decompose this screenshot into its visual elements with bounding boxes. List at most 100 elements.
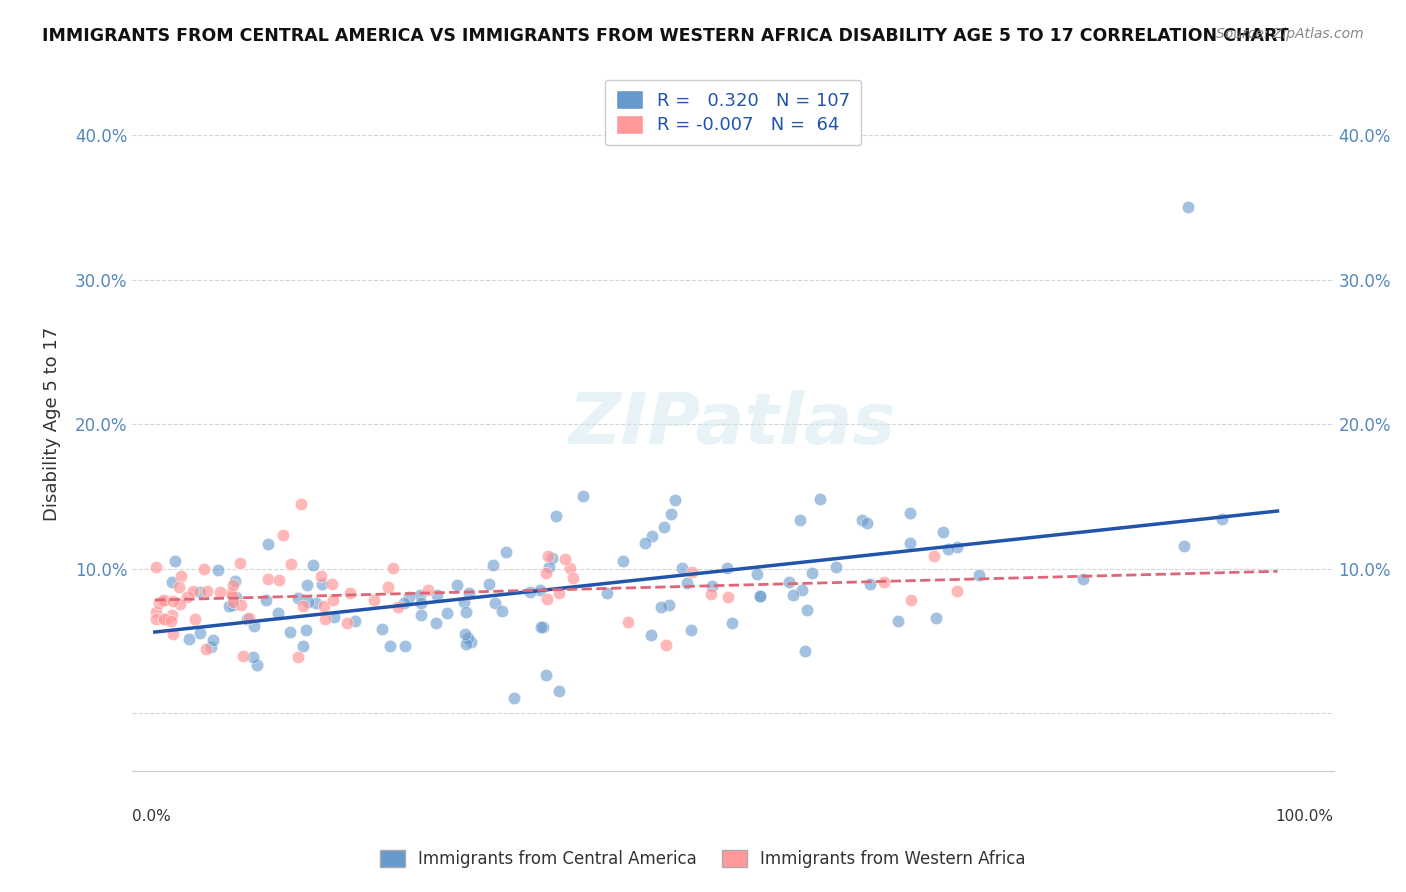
Point [378, 639, 401, 653]
Point [482, 558, 505, 572]
Point [222, 595, 245, 609]
Point [377, 580, 399, 594]
Y-axis label: Disability Age 5 to 17: Disability Age 5 to 17 [44, 327, 60, 521]
Point [537, 549, 560, 563]
Point [292, 639, 315, 653]
Point [411, 596, 433, 610]
Point [312, 599, 335, 613]
Point [297, 595, 319, 609]
Point [457, 631, 479, 645]
Point [716, 590, 738, 604]
Point [495, 545, 517, 559]
Point [558, 561, 581, 575]
Point [749, 589, 772, 603]
Point [225, 591, 247, 605]
Point [145, 605, 167, 619]
Point [193, 562, 215, 576]
Point [246, 657, 269, 672]
Point [634, 536, 657, 550]
Point [218, 599, 240, 613]
Point [800, 566, 823, 581]
Point [922, 549, 945, 563]
Point [855, 516, 877, 530]
Point [640, 528, 662, 542]
Point [394, 640, 416, 654]
Point [363, 592, 385, 607]
Point [745, 566, 768, 581]
Point [534, 566, 557, 580]
Point [446, 578, 468, 592]
Point [208, 585, 231, 599]
Point [792, 583, 814, 598]
Point [491, 604, 513, 618]
Point [176, 591, 198, 605]
Point [612, 554, 634, 568]
Point [322, 593, 344, 607]
Point [457, 586, 479, 600]
Point [872, 575, 894, 590]
Point [302, 558, 325, 573]
Point [280, 624, 302, 639]
Point [267, 607, 290, 621]
Point [409, 588, 432, 602]
Point [825, 560, 848, 574]
Point [1071, 573, 1094, 587]
Point [287, 591, 309, 606]
Point [336, 615, 359, 630]
Point [183, 612, 205, 626]
Point [242, 649, 264, 664]
Point [519, 584, 541, 599]
Point [700, 579, 723, 593]
Point [681, 623, 703, 637]
Point [155, 612, 177, 626]
Point [650, 599, 672, 614]
Point [547, 586, 569, 600]
Point [531, 620, 554, 634]
Point [323, 610, 346, 624]
Point [207, 563, 229, 577]
Point [898, 506, 921, 520]
Point [295, 623, 318, 637]
Point [782, 588, 804, 602]
Point [416, 583, 439, 598]
Point [1173, 539, 1195, 553]
Point [1177, 201, 1199, 215]
Point [222, 578, 245, 592]
Point [314, 612, 336, 626]
Point [387, 599, 409, 614]
Point [188, 585, 211, 599]
Point [664, 493, 686, 508]
Text: ZIPatlas: ZIPatlas [569, 390, 897, 458]
Point [309, 569, 332, 583]
Point [190, 625, 212, 640]
Point [221, 588, 243, 602]
Point [456, 605, 478, 619]
Point [162, 627, 184, 641]
Point [671, 561, 693, 575]
Point [537, 559, 560, 574]
Point [232, 648, 254, 663]
Point [267, 573, 290, 587]
Point [254, 593, 277, 607]
Point [169, 580, 191, 594]
Point [808, 491, 831, 506]
Point [148, 596, 170, 610]
Point [659, 508, 682, 522]
Point [169, 569, 191, 583]
Point [925, 611, 948, 625]
Point [562, 571, 585, 585]
Point [160, 575, 183, 590]
Point [540, 550, 562, 565]
Point [290, 496, 312, 510]
Text: 0.0%: 0.0% [132, 809, 172, 824]
Text: 100.0%: 100.0% [1275, 809, 1334, 824]
Point [183, 583, 205, 598]
Point [534, 667, 557, 681]
Point [163, 554, 186, 568]
Point [547, 683, 569, 698]
Point [681, 565, 703, 579]
Point [280, 558, 302, 572]
Point [530, 620, 553, 634]
Point [145, 612, 167, 626]
Point [617, 615, 640, 629]
